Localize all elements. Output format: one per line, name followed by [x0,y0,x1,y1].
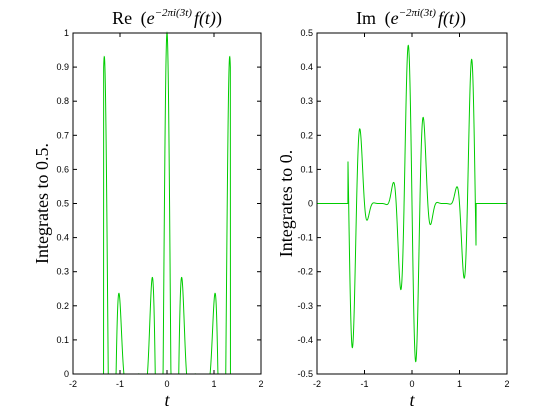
right-x-tick-labels: -2 -1 0 1 2 [313,379,510,389]
y-tick-label: 0.1 [56,335,69,345]
x-tick-label: 1 [457,379,462,389]
right-plot-title: Im (e−2πi(3t) f(t)) [356,7,466,29]
right-series-line [317,44,507,363]
y-tick-label: 0.7 [56,130,69,140]
y-tick-label: 0.9 [56,62,69,72]
y-tick-label: 0.8 [56,96,69,106]
y-tick-label: 0.3 [300,96,313,106]
y-tick-label: 0 [64,369,69,379]
y-tick-label: -0.5 [297,369,313,379]
right-axes-frame [316,32,508,375]
left-series-line [73,31,261,375]
left-y-tick-labels: 0 0.1 0.2 0.3 0.4 0.5 0.6 0.7 0.8 0.9 1 [56,28,69,379]
left-title-prefix: Re [112,8,132,28]
left-title-exponent: −2πi(3t) [155,7,193,19]
x-tick-label: 2 [504,379,509,389]
x-tick-label: 0 [409,379,414,389]
x-tick-label: -2 [69,379,77,389]
right-x-axis-label: t [409,390,415,410]
y-tick-label: 0.5 [56,199,69,209]
x-tick-label: -2 [313,379,321,389]
right-ticks [316,32,508,375]
y-tick-label: -0.2 [297,267,313,277]
x-tick-label: 2 [258,379,263,389]
y-tick-label: 0.3 [56,267,69,277]
right-y-axis-label: Integrates to 0. [276,150,296,257]
right-title-suffix: f(t) [438,8,460,29]
right-title-prefix: Im [356,8,376,28]
left-title-base: e [147,8,155,28]
x-tick-label: 0 [164,379,169,389]
y-tick-label: -0.1 [297,233,313,243]
y-tick-label: 0.5 [300,28,313,38]
y-tick-label: -0.3 [297,301,313,311]
x-tick-label: 1 [211,379,216,389]
left-x-axis-label: t [164,390,170,410]
right-panel: Im (e−2πi(3t) f(t)) -0.5 -0.4 -0.3 -0.2 -0.1 0… [276,7,510,410]
left-y-axis-label: Integrates to 0.5. [32,143,52,264]
right-y-tick-labels: -0.5 -0.4 -0.3 -0.2 -0.1 0 0.1 0.2 0.3 0.4 0.5 [297,28,313,379]
left-x-tick-labels: -2 -1 0 1 2 [69,379,264,389]
left-ticks [72,32,262,375]
left-panel: Re (e−2πi(3t) f(t)) 0 0.1 0.2 0.3 0.4 0.5 0.6 0.… [32,7,264,410]
y-tick-label: 0.2 [300,130,313,140]
left-axes-frame [72,32,262,375]
right-title-base: e [391,8,399,28]
x-tick-label: -1 [116,379,124,389]
y-tick-label: 0.4 [300,62,313,72]
y-tick-label: 0.4 [56,233,69,243]
y-tick-label: 0 [308,199,313,209]
x-tick-label: -1 [360,379,368,389]
y-tick-label: 0.1 [300,164,313,174]
y-tick-label: -0.4 [297,335,313,345]
y-tick-label: 1 [64,28,69,38]
left-plot-title: Re (e−2πi(3t) f(t)) [112,7,222,29]
right-title-exponent: −2πi(3t) [399,7,437,19]
y-tick-label: 0.2 [56,301,69,311]
left-title-suffix: f(t) [194,8,216,29]
y-tick-label: 0.6 [56,164,69,174]
